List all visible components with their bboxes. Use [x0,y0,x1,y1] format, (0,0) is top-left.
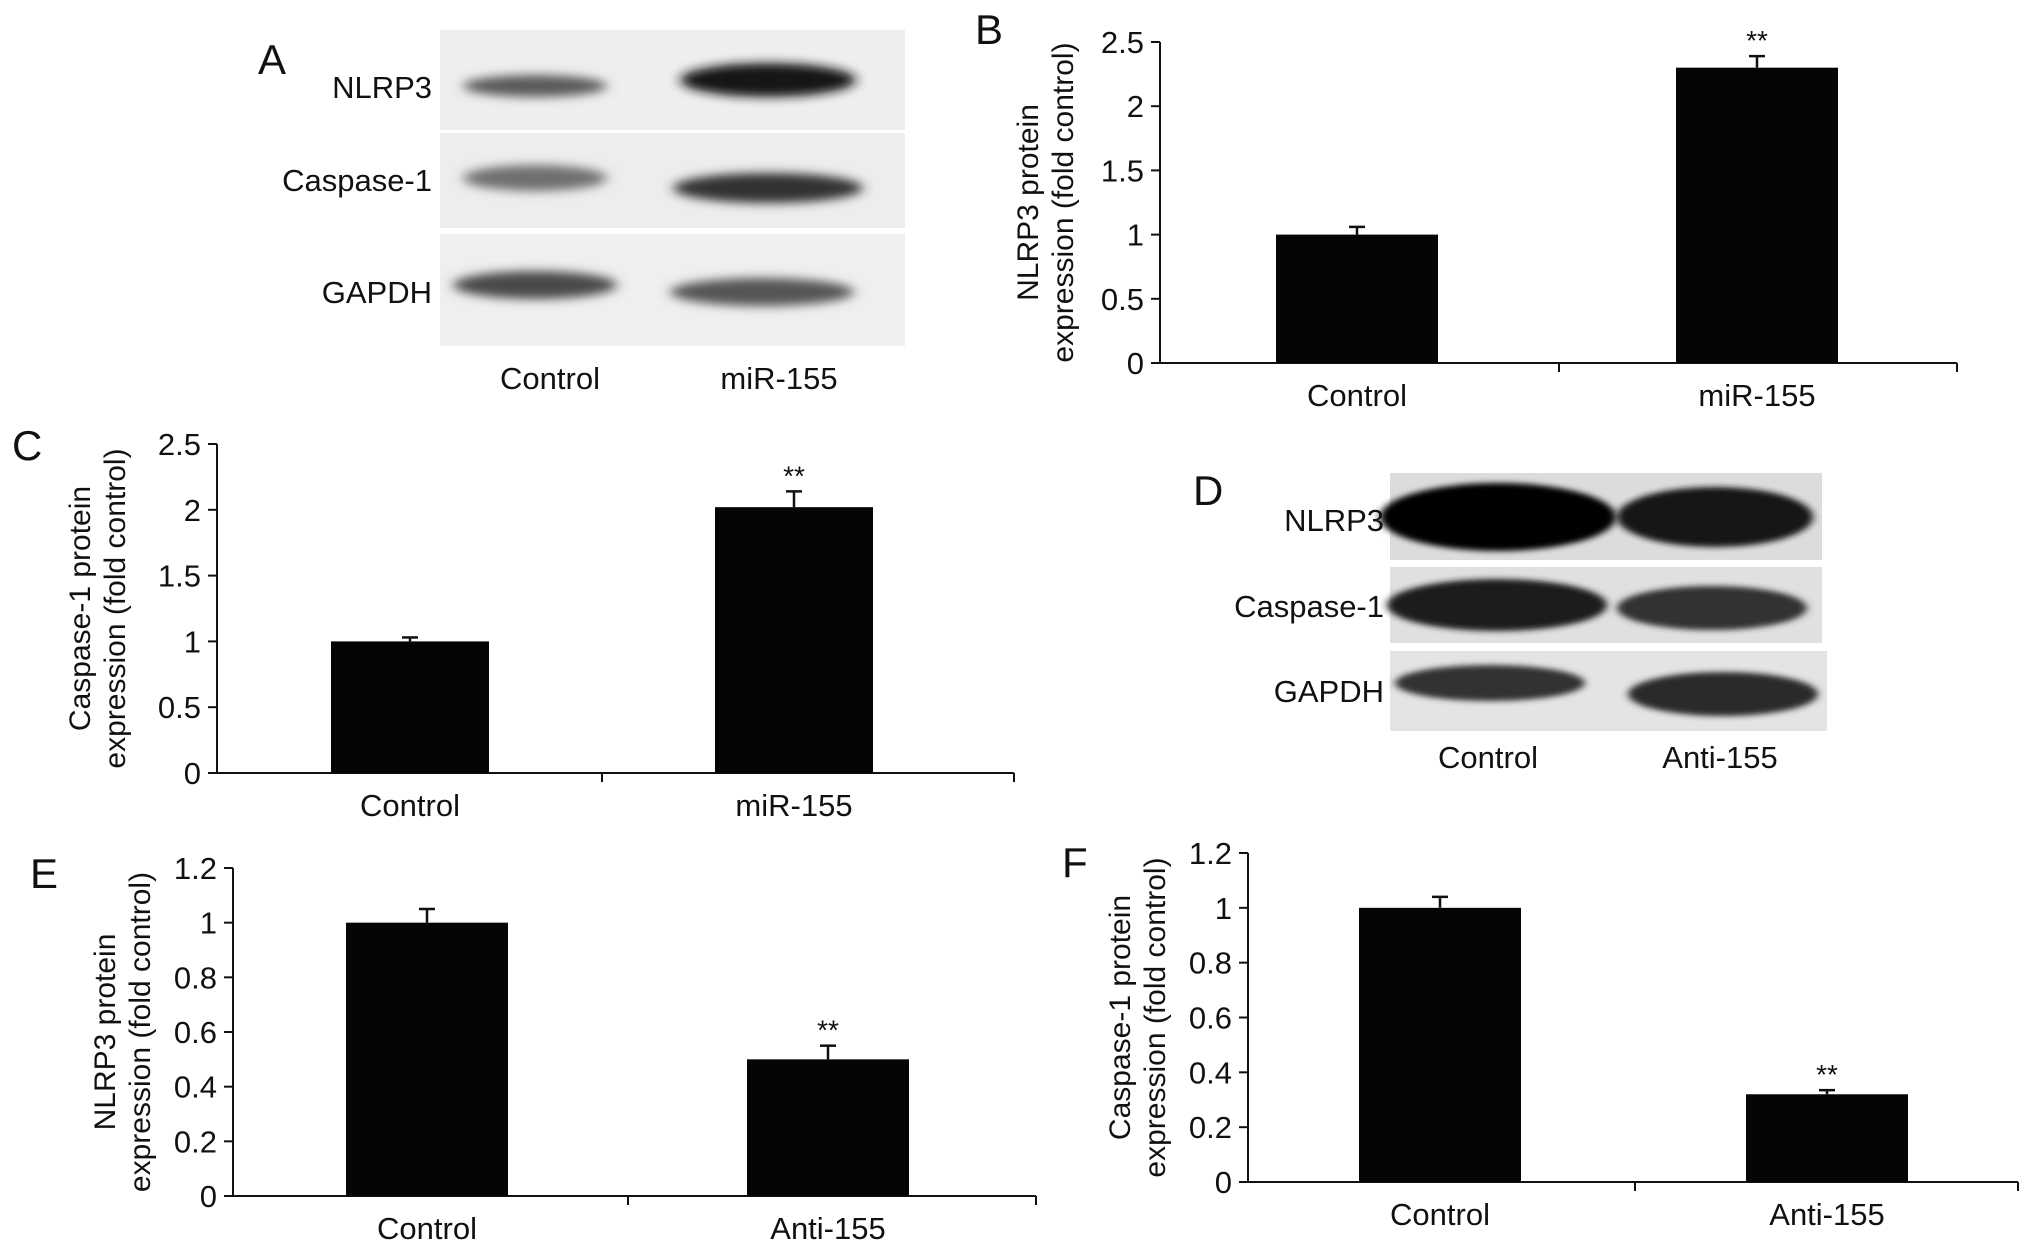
bar-chart-f: 0 0.2 0.4 0.6 0.8 1 1.2 Control ** Anti-155 Caspas… [1104,836,2019,1232]
blot-a-row-label-caspase1: Caspase-1 [282,163,432,198]
chart-c-y-tick-label: 2.5 [158,427,201,462]
chart-c-category-label: Control [360,788,460,823]
chart-f-y-tick-label: 0.2 [1189,1110,1232,1145]
chart-e-y-tick-label: 1.2 [174,851,217,886]
blot-d-band-gapdh-anti155 [1628,672,1818,716]
blot-a-band-nlrp3-mir155 [680,63,856,97]
blot-a-row-label-nlrp3: NLRP3 [332,70,432,105]
blot-a-band-nlrp3-control [463,75,607,97]
chart-b-y-tick-label: 2.5 [1101,25,1144,60]
chart-b-y-tick-label: 0.5 [1101,282,1144,317]
chart-e-y-axis-title-line1: NLRP3 protein [89,934,122,1131]
chart-c-y-tick-label: 1.5 [158,559,201,594]
chart-f-y-axis-title-line2: expression (fold control) [1139,857,1172,1177]
blot-a-band-caspase1-control [463,165,607,191]
chart-c-y-tick-label: 0 [184,756,201,791]
chart-e-y-tick-label: 0.4 [174,1070,217,1105]
chart-e-y-tick-label: 0 [200,1179,217,1214]
chart-c-bar [331,641,489,773]
panel-label-b: B [975,6,1003,53]
blot-a-band-caspase1-mir155 [673,173,863,203]
blot-d-band-caspase1-anti155 [1617,586,1807,630]
panel-label-f: F [1062,839,1088,886]
chart-c-y-tick-label: 1 [184,624,201,659]
chart-e-category-label: Anti-155 [770,1211,885,1246]
chart-e-y-axis-title-line2: expression (fold control) [124,872,157,1192]
blot-d-band-caspase1-control [1387,579,1607,631]
chart-c-category-label: miR-155 [735,788,852,823]
chart-f-significance-label: ** [1816,1059,1838,1090]
panel-label-e: E [30,850,58,897]
chart-b-bar [1676,67,1838,364]
chart-e-y-tick-label: 1 [200,906,217,941]
panel-label-a: A [258,36,286,83]
chart-c-significance-label: ** [783,460,805,491]
bar-chart-e: 0 0.2 0.4 0.6 0.8 1 1.2 Control ** Anti-155 NLRP3 … [89,851,1037,1246]
chart-b-y-tick-label: 0 [1127,346,1144,381]
chart-f-y-tick-label: 1 [1215,891,1232,926]
chart-f-category-label: Control [1390,1197,1490,1232]
panel-label-d: D [1193,467,1223,514]
blot-a-lane-label-mir155: miR-155 [720,361,837,396]
western-blot-d: NLRP3 Caspase-1 GAPDH Control Anti-155 [1234,473,1827,775]
blot-d-lane-label-anti155: Anti-155 [1662,740,1777,775]
chart-e-bar [747,1059,909,1196]
blot-d-lane-label-control: Control [1438,740,1538,775]
bar-chart-b: 0 0.5 1 1.5 2 2.5 Control ** miR-155 NLRP3 protei… [1012,25,1958,413]
chart-f-y-tick-label: 0.6 [1189,1001,1232,1036]
chart-b-y-tick-label: 1 [1127,218,1144,253]
western-blot-a: NLRP3 Caspase-1 GAPDH Control miR-155 [282,30,905,396]
blot-d-row-label-gapdh: GAPDH [1274,674,1384,709]
chart-f-y-tick-label: 0 [1215,1165,1232,1200]
chart-b-category-label: Control [1307,378,1407,413]
blot-d-row-label-nlrp3: NLRP3 [1284,503,1384,538]
chart-f-y-tick-label: 0.4 [1189,1055,1232,1090]
chart-c-y-axis-title-line1: Caspase-1 protein [64,486,97,731]
chart-f-y-tick-label: 1.2 [1189,836,1232,871]
chart-b-significance-label: ** [1746,25,1768,56]
chart-e-significance-label: ** [817,1015,839,1046]
chart-e-y-tick-label: 0.6 [174,1015,217,1050]
chart-b-y-tick-label: 1.5 [1101,153,1144,188]
blot-a-band-gapdh-mir155 [670,278,854,306]
chart-c-y-axis-title-line2: expression (fold control) [99,448,132,768]
chart-c-bar [715,507,873,773]
chart-e-bar [346,922,508,1196]
blot-d-band-nlrp3-anti155 [1617,487,1813,547]
blot-a-lane-label-control: Control [500,361,600,396]
panel-label-c: C [12,422,42,469]
chart-e-y-tick-label: 0.2 [174,1124,217,1159]
chart-e-y-tick-label: 0.8 [174,960,217,995]
chart-f-bar [1746,1094,1908,1182]
chart-f-bar [1359,907,1521,1182]
chart-b-y-axis-title-line1: NLRP3 protein [1012,104,1045,301]
chart-b-category-label: miR-155 [1698,378,1815,413]
chart-b-y-tick-label: 2 [1127,89,1144,124]
chart-b-y-axis-title-line2: expression (fold control) [1047,42,1080,362]
chart-f-y-axis-title-line1: Caspase-1 protein [1104,895,1137,1140]
chart-c-y-tick-label: 2 [184,493,201,528]
blot-d-row-label-caspase1: Caspase-1 [1234,589,1384,624]
chart-c-y-tick-label: 0.5 [158,690,201,725]
blot-a-band-gapdh-control [453,271,617,299]
chart-f-category-label: Anti-155 [1769,1197,1884,1232]
chart-e-category-label: Control [377,1211,477,1246]
chart-b-bar [1276,234,1438,363]
blot-a-row-label-gapdh: GAPDH [322,275,432,310]
bar-chart-c: 0 0.5 1 1.5 2 2.5 Control ** miR-155 Caspase-1 pr… [64,427,1015,823]
blot-d-band-nlrp3-control [1380,483,1616,551]
blot-d-band-gapdh-control [1395,665,1585,701]
chart-f-y-tick-label: 0.8 [1189,946,1232,981]
